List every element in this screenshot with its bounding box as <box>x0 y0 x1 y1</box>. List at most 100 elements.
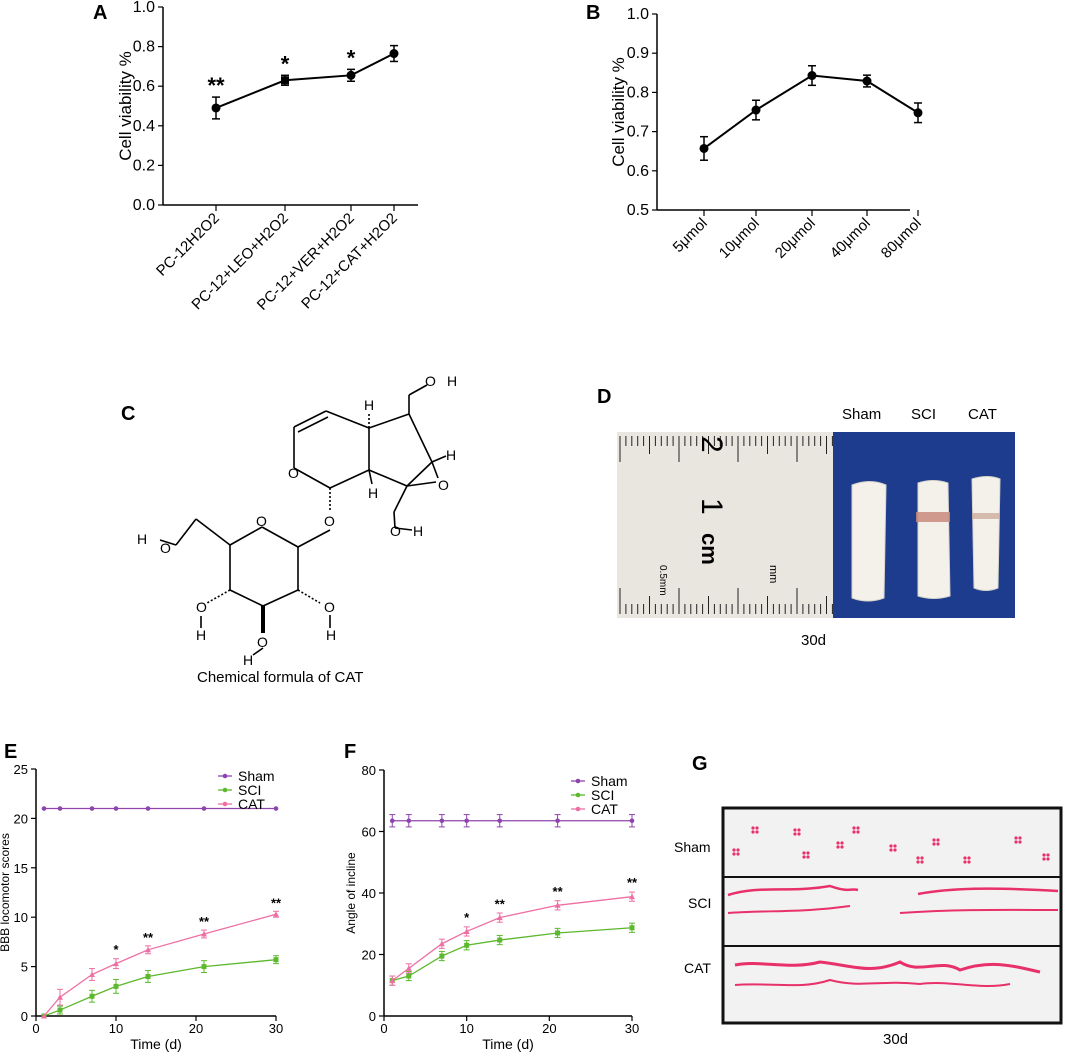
y-tick-label: 40 <box>362 886 376 901</box>
series-sham <box>389 814 635 828</box>
y-tick-label: 0.2 <box>133 157 155 174</box>
panel-letter-d: D <box>597 386 612 408</box>
panel-d-caption: 30d <box>801 632 827 649</box>
atom-o-bottom: O <box>257 634 268 650</box>
legend-label: SCI <box>238 782 261 798</box>
significance-mark: * <box>113 942 119 957</box>
data-point <box>439 953 445 959</box>
data-point <box>201 964 207 970</box>
sham-footprint-dot <box>793 828 797 832</box>
data-point <box>57 994 63 1000</box>
y-axis-label: Cell viability % <box>609 57 628 167</box>
atom-o-ch2oh-l: O <box>160 540 171 556</box>
sham-footprint-dot <box>932 838 936 842</box>
legend-marker <box>222 773 228 779</box>
sci-cord <box>917 480 951 599</box>
data-point <box>438 940 445 947</box>
panel-letter-e: E <box>4 741 18 763</box>
sham-footprint-dot <box>856 826 860 830</box>
panel-letter-c: C <box>121 403 136 425</box>
data-point <box>497 818 503 824</box>
y-tick-label: 60 <box>362 825 376 840</box>
sham-footprint-dot <box>932 842 936 846</box>
y-tick-label: 0.5 <box>627 202 649 219</box>
atom-h-bottom: H <box>243 652 253 668</box>
legend-label: Sham <box>238 768 275 784</box>
x-tick-label: 10 <box>109 1021 123 1036</box>
data-point <box>555 930 561 936</box>
data-point <box>555 818 560 824</box>
ruler-half-mm: 0.5mm <box>657 565 668 596</box>
sham-footprint-dot <box>751 830 755 834</box>
y-tick-label: 20 <box>362 948 376 963</box>
sham-footprint-dot <box>963 860 967 864</box>
y-tick-label: 0.8 <box>627 84 649 101</box>
y-tick-label: 0.6 <box>133 78 155 95</box>
data-point <box>145 806 151 811</box>
data-point <box>699 143 709 153</box>
sham-footprint-dot <box>936 842 940 846</box>
significance-mark: * <box>347 45 356 70</box>
y-axis-label: BBB locomotor scores <box>0 833 12 952</box>
chart-f: 0 20 40 60 80 Angle of incline 0 10 20 30 Time (d)… <box>344 763 639 1052</box>
data-point <box>862 76 872 86</box>
sham-footprint-dot <box>1042 857 1046 861</box>
significance-mark: * <box>464 910 470 925</box>
sham-footprint-dot <box>793 832 797 836</box>
panel-letter-g: G <box>692 753 708 775</box>
legend-marker <box>575 792 581 798</box>
sham-footprint-dot <box>1046 853 1050 857</box>
x-tick-label: 0 <box>32 1021 39 1036</box>
data-point <box>751 105 761 115</box>
data-point <box>273 957 279 963</box>
significance-mark: ** <box>199 914 210 929</box>
series-sham <box>41 806 279 811</box>
legend-marker <box>575 778 581 784</box>
ruler-cm: cm <box>697 533 722 565</box>
data-point <box>629 893 635 900</box>
atom-o-left: O <box>196 599 207 615</box>
y-tick-label: 0 <box>369 1009 376 1024</box>
y-tick-label: 1.0 <box>133 0 155 16</box>
sham-footprint-dot <box>806 851 810 855</box>
atom-o-ch2oh-r: O <box>390 523 401 539</box>
data-point <box>406 818 412 824</box>
label-sham: Sham <box>842 406 881 423</box>
y-tick-label: 80 <box>362 763 376 778</box>
sham-footprint-dot <box>920 860 924 864</box>
x-axis-label: Time (d) <box>482 1036 534 1052</box>
sham-footprint-dot <box>751 826 755 830</box>
sci-track-1 <box>727 884 1059 897</box>
data-point <box>496 914 503 921</box>
sham-footprint-dot <box>732 848 736 852</box>
sham-footprint-dot <box>963 856 967 860</box>
y-tick-label: 0.4 <box>133 118 155 135</box>
legend-marker <box>222 787 228 793</box>
data-point <box>913 108 923 118</box>
y-axis-label: Cell viability % <box>116 51 135 161</box>
sham-cord <box>851 481 887 602</box>
legend-marker <box>222 801 228 807</box>
atom-o-right: O <box>324 599 335 615</box>
significance-mark: ** <box>271 895 282 910</box>
g-label-sham: Sham <box>674 839 711 855</box>
y-tick-label: 5 <box>21 960 28 975</box>
y-tick-label: 1.0 <box>627 6 649 23</box>
panel-c-caption: Chemical formula of CAT <box>197 669 364 686</box>
significance-mark: ** <box>627 875 638 890</box>
sham-footprint-dot <box>840 845 844 849</box>
legend-label: CAT <box>238 796 265 812</box>
data-point <box>405 965 412 971</box>
atom-o-ring2: O <box>256 513 267 529</box>
sham-footprint-dot <box>755 826 759 830</box>
y-tick-label: 0.6 <box>627 163 649 180</box>
y-tick-label: 20 <box>14 811 28 826</box>
sham-footprint-dot <box>797 828 801 832</box>
y-tick-label: 25 <box>14 762 28 777</box>
sham-footprint-dot <box>736 852 740 856</box>
y-tick-label: 0 <box>21 1009 28 1024</box>
sham-footprint-dot <box>797 832 801 836</box>
data-point <box>273 806 279 811</box>
